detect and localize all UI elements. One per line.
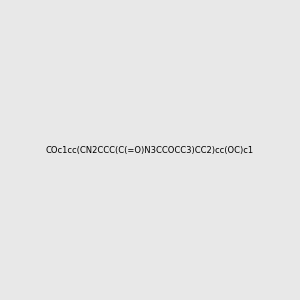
Text: COc1cc(CN2CCC(C(=O)N3CCOCC3)CC2)cc(OC)c1: COc1cc(CN2CCC(C(=O)N3CCOCC3)CC2)cc(OC)c1 bbox=[46, 146, 254, 154]
